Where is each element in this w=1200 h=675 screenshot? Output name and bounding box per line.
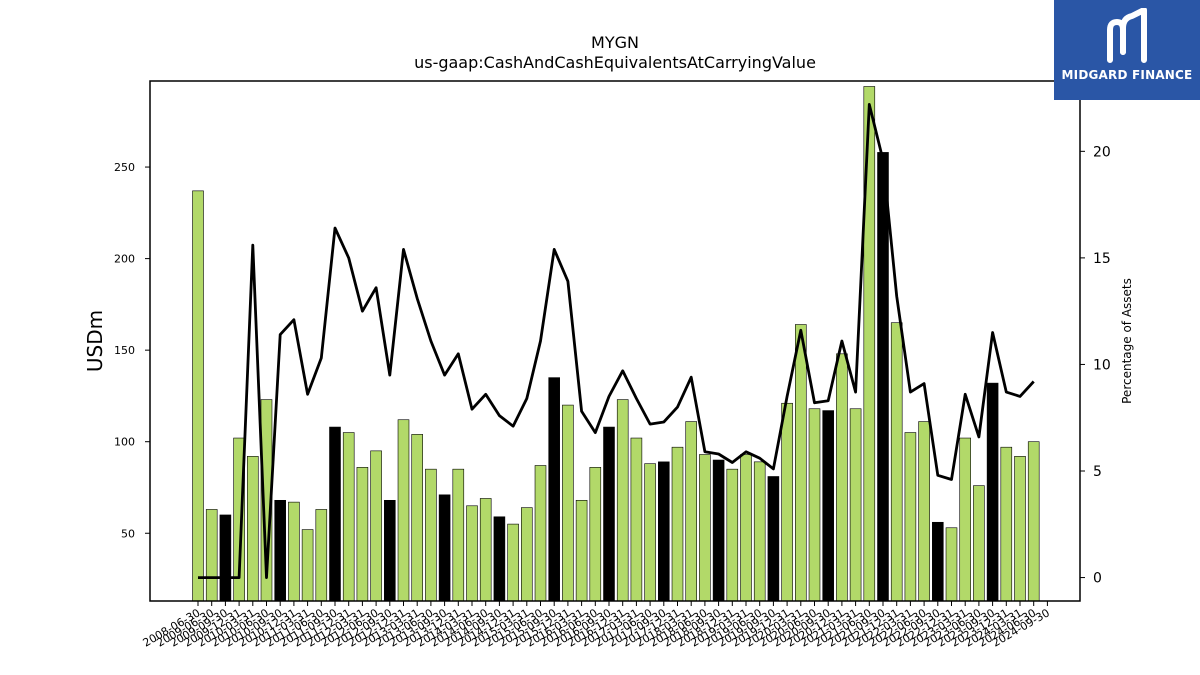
bar bbox=[836, 353, 848, 602]
chart-subtitle: us-gaap:CashAndCashEquivalentsAtCarrying… bbox=[414, 53, 816, 72]
bar bbox=[849, 408, 862, 602]
bar bbox=[890, 322, 903, 602]
bar bbox=[767, 476, 780, 602]
bar bbox=[945, 527, 958, 602]
bar bbox=[575, 499, 588, 602]
left-axis-ticks: 50 100 150 200 250 bbox=[114, 161, 150, 540]
bar bbox=[658, 461, 670, 602]
bar bbox=[616, 399, 629, 602]
bar bbox=[534, 465, 547, 602]
bar bbox=[384, 499, 396, 602]
brand-mark-icon bbox=[1107, 8, 1147, 63]
bar bbox=[411, 434, 423, 602]
y-tick-label: 50 bbox=[121, 527, 135, 540]
bar bbox=[247, 456, 259, 602]
y-tick-label: 200 bbox=[114, 253, 135, 266]
line-layer bbox=[198, 103, 1035, 579]
bar bbox=[452, 468, 465, 602]
brand-logo: MIDGARD FINANCE bbox=[1054, 0, 1200, 100]
y2-tick-label: 20 bbox=[1093, 144, 1111, 160]
bar bbox=[795, 324, 807, 602]
bar bbox=[370, 450, 382, 602]
bar bbox=[904, 432, 917, 602]
bar bbox=[507, 523, 519, 602]
bar bbox=[808, 408, 821, 602]
bar bbox=[644, 463, 656, 602]
bar bbox=[562, 404, 574, 602]
bar bbox=[932, 521, 944, 602]
bar bbox=[589, 467, 602, 602]
chart-title: MYGN bbox=[591, 33, 639, 52]
y-tick-label: 250 bbox=[114, 161, 135, 174]
bar bbox=[973, 485, 985, 602]
y2-tick-label: 0 bbox=[1093, 571, 1102, 587]
y-tick-label: 150 bbox=[114, 344, 135, 357]
right-axis-ticks: 0 5 10 15 20 bbox=[1080, 144, 1111, 587]
bar bbox=[219, 514, 232, 602]
y-axis-label: USDm bbox=[83, 310, 107, 372]
bar bbox=[356, 467, 369, 602]
y2-axis-label: Percentage of Assets bbox=[1120, 278, 1134, 404]
y-tick-label: 100 bbox=[114, 436, 135, 449]
bar bbox=[685, 421, 697, 602]
bar bbox=[397, 419, 410, 602]
bar bbox=[288, 501, 300, 602]
bars bbox=[192, 86, 1040, 602]
bar bbox=[274, 499, 286, 602]
x-axis-ticks: 2008-06-302009-06-302009-09-302009-12-31… bbox=[141, 601, 1052, 650]
bar bbox=[205, 509, 218, 602]
bar bbox=[548, 377, 560, 602]
series-line-percentage-of-assets bbox=[198, 103, 1035, 579]
bar bbox=[781, 402, 793, 602]
bar bbox=[479, 498, 492, 602]
brand-name: MIDGARD FINANCE bbox=[1061, 68, 1193, 82]
bar bbox=[1000, 446, 1013, 602]
bar bbox=[740, 454, 752, 602]
bar bbox=[192, 190, 204, 602]
bar bbox=[425, 468, 437, 602]
bar bbox=[699, 454, 711, 602]
bar bbox=[1014, 456, 1026, 602]
bar bbox=[959, 437, 971, 602]
y2-tick-label: 15 bbox=[1093, 251, 1111, 267]
y2-tick-label: 10 bbox=[1093, 357, 1111, 373]
bar bbox=[466, 505, 478, 602]
plot-frame bbox=[149, 80, 1081, 602]
bar bbox=[493, 516, 506, 602]
y2-tick-label: 5 bbox=[1093, 464, 1102, 480]
bar bbox=[712, 459, 725, 602]
bar bbox=[918, 421, 930, 602]
bar bbox=[630, 437, 643, 602]
bar bbox=[877, 152, 889, 602]
bar bbox=[342, 432, 355, 602]
bar bbox=[603, 426, 615, 602]
bar bbox=[986, 382, 999, 602]
bar bbox=[726, 468, 739, 602]
bar bbox=[438, 494, 451, 602]
bar bbox=[329, 426, 341, 602]
bar bbox=[1027, 441, 1040, 602]
bar bbox=[822, 410, 834, 602]
bar bbox=[521, 507, 533, 602]
bar bbox=[301, 529, 314, 602]
bar bbox=[753, 461, 766, 602]
bar bbox=[671, 446, 684, 602]
bar bbox=[315, 509, 328, 602]
